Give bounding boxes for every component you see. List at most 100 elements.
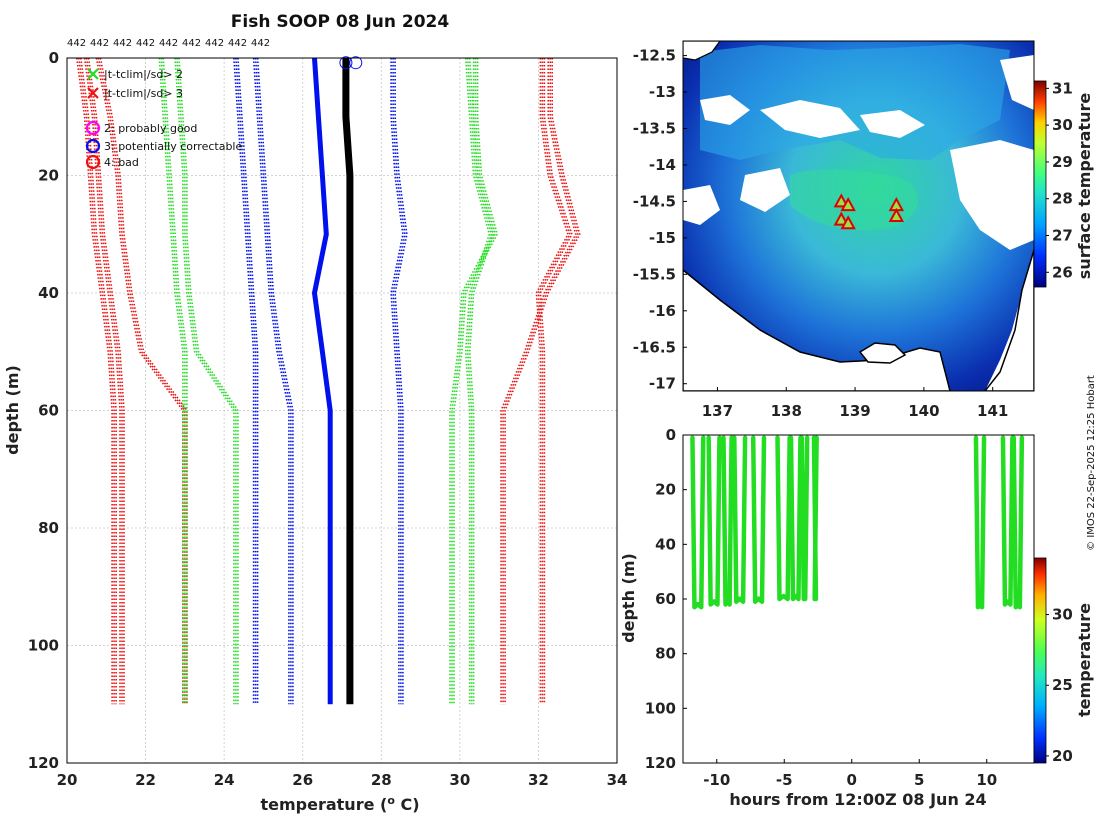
legend-label: |t-tclim|/sd> 2	[104, 68, 183, 81]
sst-colorbar	[1033, 80, 1047, 288]
x-tick-label: 22	[135, 771, 156, 789]
dt-y-axis-label: depth (m)	[619, 553, 638, 643]
dt-y-ticks: 0 20 40 60 80 100 120	[645, 426, 687, 772]
legend-circle-marker	[85, 154, 101, 170]
cast-count-label: 442	[228, 38, 247, 49]
map-y-tick-label: -12.5	[633, 47, 676, 65]
sst-map-panel: 137 138 139 140 141 -12.5 -13 -13.5 -14 -14.5 -15…	[633, 40, 1094, 420]
legend: |t-tclim|/sd> 2 |t-tclim|/sd> 3 2: probabl…	[85, 68, 242, 170]
legend-label: 2: probably good	[104, 122, 197, 135]
dt-y-tick-label: 40	[655, 535, 676, 553]
x-axis-label: temperature (o C)	[260, 794, 419, 814]
sst-colorbar-tick-label: 28	[1052, 190, 1073, 208]
temperature-colorbar-tick-label: 20	[1052, 747, 1073, 765]
series-line	[76, 57, 113, 705]
chart-title: Fish SOOP 08 Jun 2024	[231, 12, 450, 32]
series-line	[95, 57, 184, 705]
cast-trace	[732, 435, 748, 604]
sst-field	[683, 41, 1034, 391]
x-tick-label: 30	[449, 771, 470, 789]
y-tick-label: 100	[28, 637, 59, 655]
series-line	[252, 57, 290, 705]
series-line	[97, 57, 186, 705]
cast-count-label: 442	[182, 38, 201, 49]
depth-time-panel: -10 -5 0 5 10 0 20 40 60 80 100 120 hours from 12:…	[619, 426, 1094, 809]
station-markers	[833, 193, 905, 230]
y-tick-label: 60	[38, 402, 59, 420]
map-y-tick-label: -16.5	[633, 338, 676, 356]
map-x-tick-label: 137	[702, 402, 733, 420]
temperature-colorbar-tick-label: 30	[1052, 606, 1073, 624]
map-y-tick-label: -14	[649, 156, 676, 174]
y-tick-label: 40	[38, 284, 59, 302]
cast-trace	[690, 435, 706, 610]
sst-colorbar-tick-label: 31	[1052, 79, 1073, 97]
cast-trace	[1000, 435, 1015, 607]
y-tick-label: 80	[38, 519, 59, 537]
dt-x-tick-label: 5	[914, 771, 924, 789]
dt-x-tick-label: -10	[703, 771, 730, 789]
cast-trace	[788, 435, 803, 602]
series-line	[535, 58, 569, 705]
station-marker	[888, 207, 905, 222]
series-line	[500, 58, 577, 705]
station-marker	[833, 193, 849, 208]
series-line	[87, 57, 125, 705]
dt-y-tick-label: 60	[655, 590, 676, 608]
profile-panel: Fish SOOP 08 Jun 2024 442 442 442 442 442 442…	[3, 12, 627, 814]
series-line	[453, 58, 499, 705]
cast-trace	[1011, 435, 1025, 610]
dt-y-tick-label: 80	[655, 645, 676, 663]
x-tick-label: 28	[371, 771, 392, 789]
series-line	[160, 57, 186, 705]
sst-colorbar-tick-label: 26	[1052, 263, 1073, 281]
legend-circle-marker	[85, 120, 101, 136]
map-y-tick-label: -17	[649, 375, 676, 393]
series-line	[178, 57, 239, 705]
series-line	[504, 58, 581, 705]
map-x-tick-label: 140	[908, 402, 939, 420]
temperature-colorbar-tick-label: 25	[1052, 676, 1073, 694]
x-tick-label: 34	[607, 771, 628, 789]
cast-count-label: 442	[67, 38, 86, 49]
temperature-colorbar	[1033, 557, 1047, 764]
cast-trace	[775, 435, 792, 602]
y-axis-label: depth (m)	[3, 365, 22, 455]
cast-count-label: 442	[136, 38, 155, 49]
sst-colorbar-label: surface temperature	[1075, 93, 1094, 280]
series-line	[158, 57, 184, 705]
map-x-tick-label: 139	[839, 402, 870, 420]
cast-trace	[811, 435, 819, 602]
series-line	[256, 57, 294, 705]
map-y-ticks: -12.5 -13 -13.5 -14 -14.5 -15 -15.5 -16 -16.5 -17	[633, 47, 687, 393]
dt-y-tick-label: 120	[645, 754, 676, 772]
series-line	[392, 58, 406, 705]
x-tick-labels: 20 22 24 26 28 30 32 34	[57, 771, 628, 789]
dt-x-ticks: -10 -5 0 5 10	[703, 759, 997, 789]
dt-y-tick-label: 20	[655, 481, 676, 499]
flag-circle	[339, 56, 353, 70]
cast-count-label: 442	[205, 38, 224, 49]
series-line	[78, 57, 115, 705]
series-line	[174, 57, 235, 705]
x-tick-label: 24	[214, 771, 235, 789]
cast-count-labels: 442 442 442 442 442 442 442 442 442	[67, 38, 270, 49]
credit-text: © IMOS 22-Sep-2025 12:25 Hobart	[1086, 375, 1097, 551]
dt-y-tick-label: 100	[645, 699, 676, 717]
x-tick-label: 26	[292, 771, 313, 789]
series-line	[342, 58, 354, 705]
map-y-tick-label: -16	[649, 302, 676, 320]
x-tick-label: 20	[57, 771, 78, 789]
series-line	[85, 57, 123, 705]
temperature-colorbar-ticks: 20 25 30	[1046, 606, 1073, 765]
map-x-ticks: 137 138 139 140 141	[702, 387, 1008, 420]
grid	[66, 57, 618, 764]
series-line	[537, 58, 571, 705]
dt-x-tick-label: -5	[776, 771, 793, 789]
flag-circles	[339, 56, 363, 70]
temperature-colorbar-label: temperature	[1075, 603, 1094, 717]
map-y-tick-label: -14.5	[633, 192, 676, 210]
legend-circle-marker	[85, 138, 101, 154]
dt-x-axis-label: hours from 12:00Z 08 Jun 24	[729, 790, 986, 809]
sst-colorbar-ticks: 26 27 28 29 30 31	[1046, 79, 1073, 281]
